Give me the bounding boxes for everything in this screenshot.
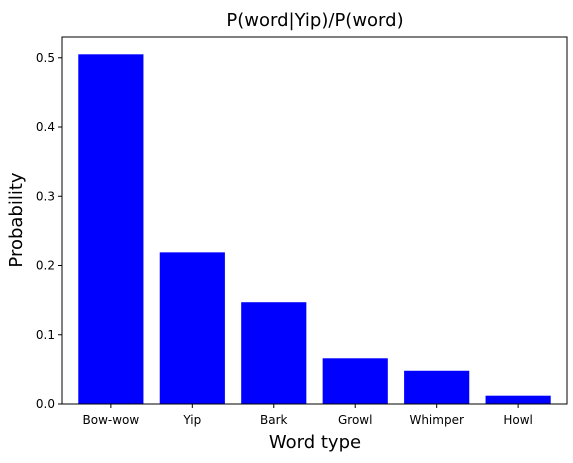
- bars-group: [78, 54, 551, 405]
- y-tick-label: 0.3: [36, 189, 55, 203]
- y-tick-label: 0.1: [36, 328, 55, 342]
- x-tick-label: Howl: [503, 413, 533, 427]
- y-tick-label: 0.5: [36, 51, 55, 65]
- y-axis-ticks: 0.0 0.1 0.2 0.3 0.4 0.5: [36, 51, 62, 411]
- bar-bow-wow: [78, 54, 144, 405]
- x-tick-label: Growl: [338, 413, 372, 427]
- bar-growl: [322, 358, 388, 404]
- chart-title: P(word|Yip)/P(word): [226, 10, 403, 31]
- bar-whimper: [404, 370, 470, 404]
- bar-yip: [159, 252, 225, 404]
- x-tick-label: Yip: [182, 413, 201, 427]
- bar-bark: [241, 302, 307, 404]
- x-axis-title: Word type: [269, 432, 361, 453]
- y-axis-title: Probability: [6, 172, 27, 267]
- x-tick-label: Bark: [260, 413, 288, 427]
- x-axis-ticks: Bow-wow Yip Bark Growl Whimper Howl: [83, 404, 533, 427]
- plot-frame: [61, 36, 568, 405]
- bar-howl: [485, 395, 551, 404]
- y-tick-label: 0.4: [36, 120, 55, 134]
- x-tick-label: Bow-wow: [83, 413, 140, 427]
- y-tick-label: 0.0: [36, 397, 55, 411]
- x-tick-label: Whimper: [409, 413, 463, 427]
- y-tick-label: 0.2: [36, 259, 55, 273]
